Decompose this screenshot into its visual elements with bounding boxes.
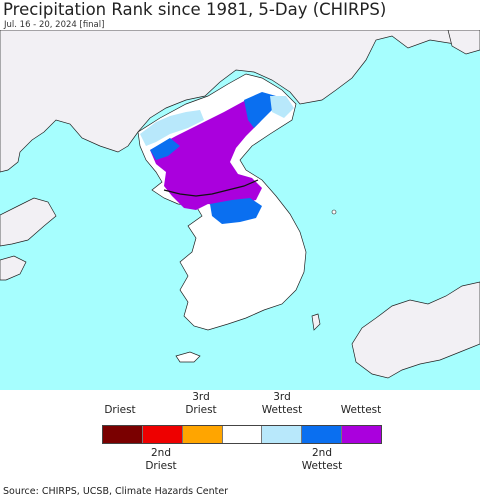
legend-label-3rd-wettest: 3rd Wettest xyxy=(261,391,303,416)
legend-label-2nd-driest: 2nd Driest xyxy=(145,447,177,472)
legend-label-wettest: Wettest xyxy=(340,404,382,416)
map-title: Precipitation Rank since 1981, 5-Day (CH… xyxy=(3,0,387,19)
northeast-land xyxy=(447,30,480,55)
map-subtitle: Jul. 16 - 20, 2024 [final] xyxy=(4,20,105,30)
legend-color-bar xyxy=(102,425,382,444)
swatch-2nd-driest xyxy=(142,426,183,443)
tsushima-island xyxy=(311,313,321,331)
third-wettest-region xyxy=(140,110,204,146)
legend-label-3rd-driest: 3rd Driest xyxy=(185,391,217,416)
second-wettest-region-south xyxy=(210,198,262,224)
wettest-region xyxy=(150,94,270,210)
legend-label-2nd-wettest: 2nd Wettest xyxy=(301,447,343,472)
precipitation-map xyxy=(0,30,480,390)
jeju-island xyxy=(175,351,201,363)
swatch-3rd-wettest xyxy=(262,426,303,443)
swatch-2nd-wettest xyxy=(302,426,343,443)
second-wettest-region-north xyxy=(244,92,276,128)
legend-label-driest: Driest xyxy=(104,404,136,416)
source-credit: Source: CHIRPS, UCSB, Climate Hazards Ce… xyxy=(3,486,229,497)
china-land xyxy=(0,30,480,173)
japan-land xyxy=(351,281,480,379)
swatch-normal xyxy=(222,426,263,443)
swatch-3rd-driest xyxy=(182,426,223,443)
swatch-driest xyxy=(103,426,143,443)
third-wettest-region-east xyxy=(270,96,294,118)
china-lower-coast xyxy=(0,197,57,247)
shandong-land xyxy=(0,255,27,281)
second-wettest-region-center xyxy=(150,138,180,160)
swatch-wettest xyxy=(342,426,382,443)
ulleung-island xyxy=(331,209,337,215)
korea-border xyxy=(163,179,259,197)
